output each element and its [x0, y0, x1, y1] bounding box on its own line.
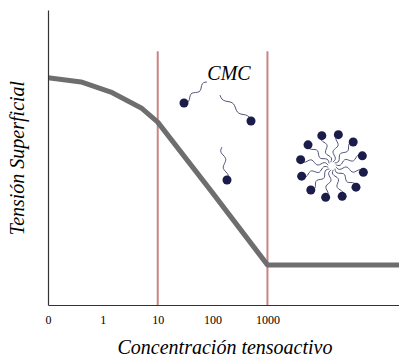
- surfactant-head: [306, 185, 315, 194]
- surfactant-head: [338, 192, 347, 201]
- surfactant-head: [349, 138, 358, 147]
- surfactant-head: [180, 99, 189, 108]
- surfactant-head: [247, 117, 256, 126]
- x-tick-label: 1000: [256, 313, 280, 327]
- plot-area: [48, 51, 399, 305]
- x-tick-label: 0: [46, 313, 52, 327]
- chart: 0 1 10 100 1000 Concentración tensoactivo Tens…: [0, 0, 399, 362]
- x-axis: 0 1 10 100 1000: [46, 305, 399, 327]
- x-tick: 1: [100, 305, 106, 327]
- x-axis-title: Concentración tensoactivo: [118, 336, 333, 358]
- x-tick-label: 100: [204, 313, 222, 327]
- surfactant-tail: [220, 95, 251, 121]
- y-axis-line: [48, 11, 49, 306]
- x-tick-label: 10: [152, 313, 164, 327]
- x-tick-label: 1: [100, 313, 106, 327]
- surfactant-head: [359, 168, 368, 177]
- surfactant-head: [297, 172, 306, 181]
- x-axis-line: [49, 305, 399, 306]
- surfactant-head: [334, 130, 343, 139]
- reference-line: [157, 51, 159, 305]
- annotation: CMC: [207, 62, 251, 84]
- surfactant-head: [223, 176, 232, 185]
- curve: [48, 78, 399, 265]
- y-axis: [48, 11, 49, 306]
- x-tick: 1000: [256, 305, 280, 327]
- surfactant-tail: [184, 82, 207, 103]
- surfactant-head: [296, 155, 305, 164]
- surfactant-head: [304, 140, 313, 149]
- surfactant-head: [317, 131, 326, 140]
- surfactant-tail: [221, 147, 229, 180]
- molecules: [180, 82, 368, 202]
- surfactant-head: [351, 183, 360, 192]
- x-tick: 0: [46, 305, 52, 327]
- surfactant-head: [358, 151, 367, 160]
- y-axis-title: Tensión Superficial: [6, 80, 29, 235]
- x-tick: 100: [204, 305, 222, 327]
- surfactant-head: [321, 193, 330, 202]
- x-tick: 10: [152, 305, 164, 327]
